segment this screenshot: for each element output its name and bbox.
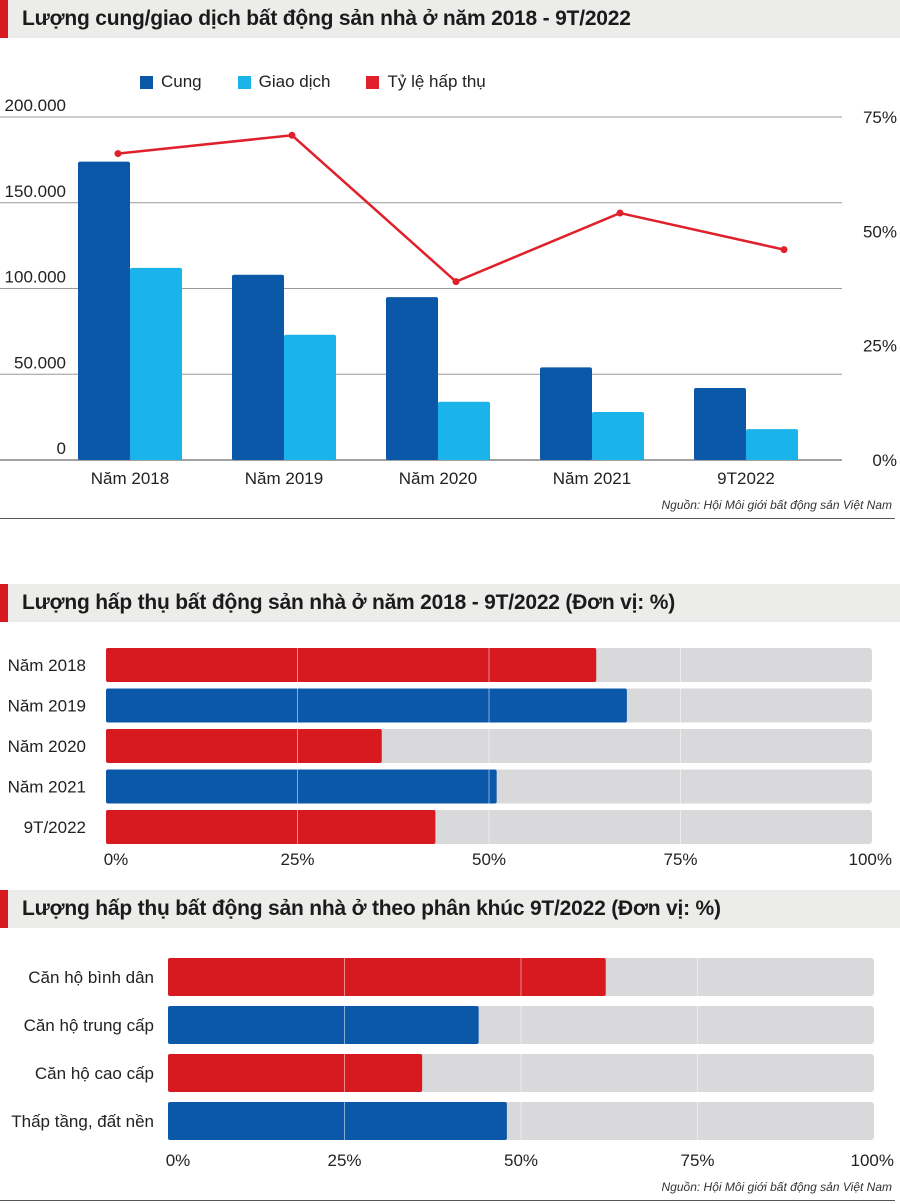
absorption-rate-point	[452, 278, 460, 286]
bar-transaction	[130, 267, 182, 460]
absorption-rate-point	[780, 246, 788, 254]
x-tick-label: Năm 2020	[399, 469, 477, 488]
bar-value	[106, 810, 436, 844]
bar-value	[106, 648, 597, 682]
y2-tick-label: 75%	[863, 108, 897, 127]
section3-accent-bar	[0, 890, 8, 928]
section2-header: Lượng hấp thụ bất động sản nhà ở năm 201…	[0, 584, 900, 622]
section3-header: Lượng hấp thụ bất động sản nhà ở theo ph…	[0, 890, 900, 928]
y2-tick-label: 0%	[872, 451, 897, 470]
x-tick-label: 25%	[280, 850, 314, 869]
x-tick-label: 25%	[327, 1151, 361, 1170]
bar-supply	[694, 387, 746, 460]
x-tick-label: Năm 2019	[245, 469, 323, 488]
bar-supply	[232, 274, 284, 460]
category-label: Năm 2020	[8, 737, 86, 756]
y-tick-label: 200.000	[5, 96, 66, 115]
supply-transaction-chart: 0 50.000 100.000 150.000 200.000 0% 25% 50% 75% N…	[0, 96, 897, 488]
bar-value	[168, 1006, 479, 1044]
section1-accent-bar	[0, 0, 8, 38]
x-tick-label: 50%	[472, 850, 506, 869]
category-label: Năm 2021	[8, 778, 86, 797]
bar-value	[168, 958, 606, 996]
bar-transaction	[284, 334, 336, 460]
y-tick-label: 150.000	[5, 182, 66, 201]
x-tick-label: 100%	[851, 1151, 894, 1170]
legend-label-rate: Tỷ lệ hấp thụ	[387, 72, 486, 91]
category-label: Năm 2019	[8, 697, 86, 716]
bar-value	[168, 1102, 507, 1140]
x-tick-label: 75%	[680, 1151, 714, 1170]
x-tick-label: 75%	[663, 850, 697, 869]
legend-item-supply: Cung	[140, 72, 202, 92]
legend-item-transaction: Giao dịch	[237, 72, 331, 92]
y2-tick-label: 25%	[863, 337, 897, 356]
chart3-divider	[0, 1200, 895, 1201]
absorption-rate-point	[114, 150, 122, 158]
chart3-source: Nguồn: Hội Môi giới bất động sản Việt Na…	[661, 1180, 893, 1194]
category-label: Căn hộ bình dân	[28, 968, 154, 987]
bar-transaction	[438, 401, 490, 460]
category-label: Căn hộ cao cấp	[35, 1064, 154, 1083]
section1-header: Lượng cung/giao dịch bất động sản nhà ở …	[0, 0, 900, 38]
x-tick-label: 0%	[166, 1151, 191, 1170]
chart1-legend: Cung Giao dịch Tỷ lệ hấp thụ	[140, 72, 486, 92]
absorption-rate-point	[288, 131, 296, 139]
bar-supply	[540, 367, 592, 460]
y2-tick-label: 50%	[863, 222, 897, 241]
chart1-divider	[0, 518, 895, 519]
legend-label-supply: Cung	[161, 72, 202, 91]
bar-supply	[386, 297, 438, 460]
legend-label-transaction: Giao dịch	[258, 72, 331, 91]
legend-swatch-rate	[366, 75, 380, 89]
chart1-source: Nguồn: Hội Môi giới bất động sản Việt Na…	[661, 498, 893, 512]
bar-value	[106, 688, 627, 723]
category-label: Thấp tầng, đất nền	[11, 1112, 154, 1131]
category-label: 9T/2022	[24, 818, 86, 837]
y-tick-label: 0	[57, 439, 66, 458]
x-tick-label: 9T2022	[717, 469, 775, 488]
bar-value	[106, 769, 497, 804]
absorption-rate-point	[616, 209, 624, 217]
x-tick-label: 100%	[849, 850, 892, 869]
category-label: Căn hộ trung cấp	[24, 1016, 154, 1035]
section2-accent-bar	[0, 584, 8, 622]
section1-title: Lượng cung/giao dịch bất động sản nhà ở …	[22, 7, 631, 30]
category-label: Năm 2018	[8, 656, 86, 675]
x-tick-label: 50%	[504, 1151, 538, 1170]
bar-transaction	[592, 411, 644, 460]
legend-item-rate: Tỷ lệ hấp thụ	[366, 72, 486, 92]
y-tick-label: 50.000	[14, 353, 66, 372]
x-tick-label: Năm 2021	[553, 469, 631, 488]
absorption-rate-line	[117, 133, 785, 284]
absorption-by-year-chart: Năm 2018 Năm 2019 Năm 2020 Năm 2021 9T/2022 0…	[8, 648, 892, 869]
bar-value	[168, 1054, 423, 1092]
x-tick-label: 0%	[104, 850, 129, 869]
y-tick-label: 100.000	[5, 268, 66, 287]
section2-title: Lượng hấp thụ bất động sản nhà ở năm 201…	[22, 591, 675, 614]
bar-supply	[78, 161, 130, 460]
x-tick-label: Năm 2018	[91, 469, 169, 488]
bar-transaction	[746, 429, 798, 460]
bar-value	[106, 729, 382, 763]
absorption-by-segment-chart: Căn hộ bình dân Căn hộ trung cấp Căn hộ ca…	[11, 958, 894, 1170]
section3-title: Lượng hấp thụ bất động sản nhà ở theo ph…	[22, 897, 721, 920]
legend-swatch-transaction	[237, 75, 251, 89]
legend-swatch-supply	[140, 75, 153, 89]
